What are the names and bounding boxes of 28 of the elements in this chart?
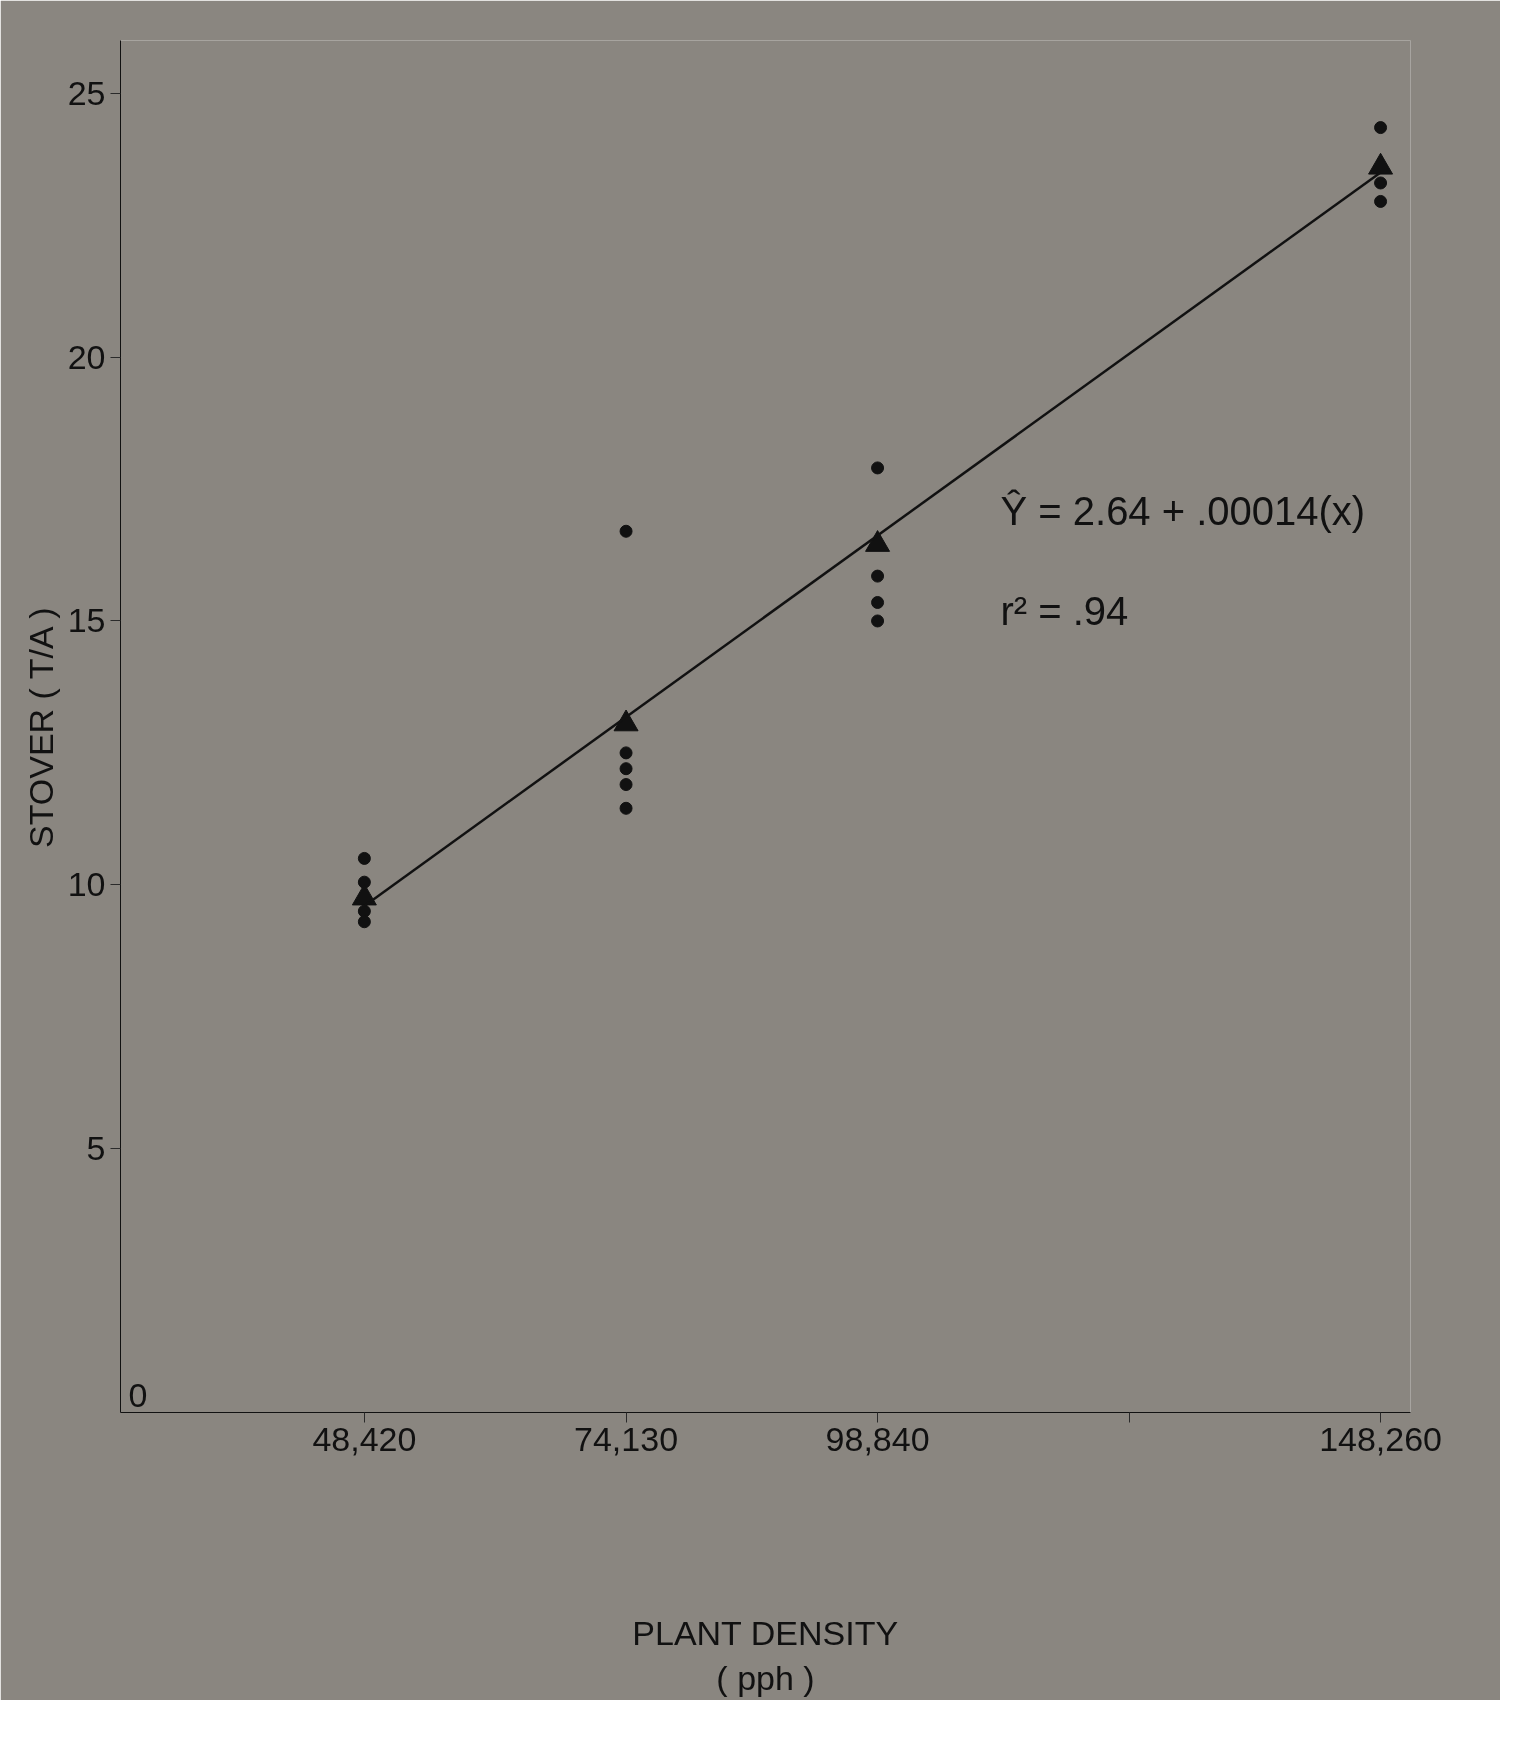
y-tick-label: 25 — [67, 73, 106, 112]
y-axis-title: STOVER ( T/A ) — [21, 607, 60, 849]
y-tick-label: 15 — [67, 601, 106, 640]
x-tick-label: 148,260 — [1319, 1419, 1443, 1458]
annotation: r² = .94 — [1000, 588, 1129, 633]
x-axis-title: PLANT DENSITY ( pph ) — [632, 1613, 899, 1698]
point — [619, 801, 633, 815]
point — [1374, 194, 1388, 208]
x-tick-label: 74,130 — [574, 1419, 679, 1458]
y-tick-label: 20 — [67, 337, 106, 376]
point — [619, 524, 633, 538]
point — [1374, 121, 1388, 135]
point — [357, 915, 371, 929]
y-tick-label: 5 — [86, 1129, 106, 1168]
point — [871, 596, 885, 609]
point — [619, 778, 633, 792]
point — [357, 851, 371, 865]
point — [619, 762, 633, 776]
x-tick-label: 48,420 — [312, 1419, 417, 1458]
y-tick-label: 10 — [67, 865, 106, 904]
annotation: Ŷ = 2.64 + .00014(x) — [1000, 488, 1366, 533]
point — [871, 614, 885, 628]
point — [871, 569, 885, 583]
point — [1374, 176, 1388, 190]
point — [619, 746, 633, 760]
point — [871, 461, 885, 475]
x-tick-label: 98,840 — [825, 1419, 930, 1458]
annotation: 0 — [128, 1375, 148, 1414]
